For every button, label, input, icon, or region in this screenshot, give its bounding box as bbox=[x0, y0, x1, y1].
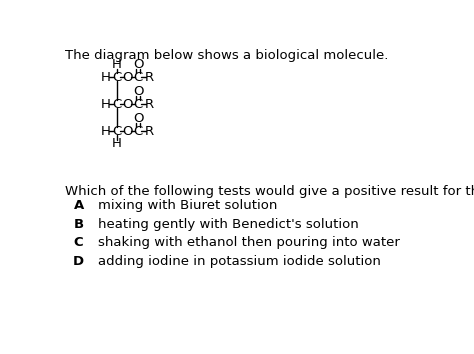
Text: C: C bbox=[112, 71, 121, 84]
Text: C: C bbox=[134, 98, 143, 110]
Text: B: B bbox=[73, 218, 84, 231]
Text: O: O bbox=[133, 112, 144, 125]
Text: O: O bbox=[133, 58, 144, 71]
Text: mixing with Biuret solution: mixing with Biuret solution bbox=[98, 199, 277, 212]
Text: shaking with ethanol then pouring into water: shaking with ethanol then pouring into w… bbox=[98, 236, 400, 249]
Text: C: C bbox=[134, 125, 143, 138]
Text: R: R bbox=[145, 98, 154, 110]
Text: R: R bbox=[145, 125, 154, 138]
Text: O: O bbox=[122, 125, 133, 138]
Text: H: H bbox=[101, 125, 111, 138]
Text: C: C bbox=[134, 71, 143, 84]
Text: C: C bbox=[74, 236, 83, 249]
Text: H: H bbox=[112, 58, 121, 71]
Text: H: H bbox=[101, 98, 111, 110]
Text: The diagram below shows a biological molecule.: The diagram below shows a biological mol… bbox=[64, 48, 388, 62]
Text: H: H bbox=[112, 137, 121, 150]
Text: R: R bbox=[145, 71, 154, 84]
Text: D: D bbox=[73, 255, 84, 268]
Text: C: C bbox=[112, 98, 121, 110]
Text: O: O bbox=[122, 71, 133, 84]
Text: Which of the following tests would give a positive result for this molecule?: Which of the following tests would give … bbox=[64, 185, 474, 198]
Text: adding iodine in potassium iodide solution: adding iodine in potassium iodide soluti… bbox=[98, 255, 381, 268]
Text: C: C bbox=[112, 125, 121, 138]
Text: O: O bbox=[122, 98, 133, 110]
Text: H: H bbox=[101, 71, 111, 84]
Text: O: O bbox=[133, 85, 144, 98]
Text: heating gently with Benedict's solution: heating gently with Benedict's solution bbox=[98, 218, 359, 231]
Text: A: A bbox=[73, 199, 84, 212]
